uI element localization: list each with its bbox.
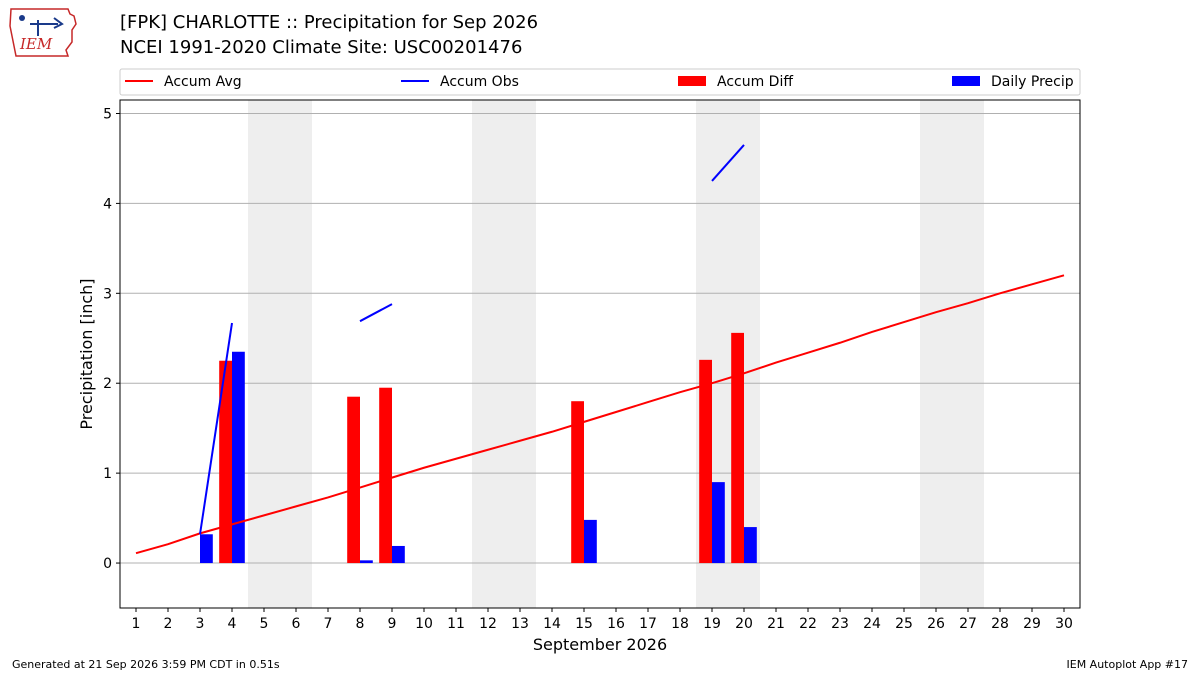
x-tick-label: 18 [671, 616, 689, 632]
daily-precip-bar [232, 351, 245, 564]
y-tick-label: 4 [103, 196, 112, 212]
x-tick-label: 23 [831, 616, 849, 632]
generated-timestamp: Generated at 21 Sep 2026 3:59 PM CDT in … [12, 658, 280, 671]
x-tick-label: 17 [639, 616, 657, 632]
accum-obs-line [199, 322, 233, 535]
x-tick-label: 22 [799, 616, 817, 632]
legend-label: Accum Obs [440, 74, 519, 90]
daily-precip-bar [584, 519, 597, 564]
legend-label: Accum Avg [164, 74, 242, 90]
y-tick-label: 1 [103, 466, 112, 482]
x-axis-label: September 2026 [533, 635, 667, 654]
daily-precip-bar [392, 545, 405, 564]
weekend-shade-day-6 [280, 100, 312, 608]
x-tick-label: 14 [543, 616, 561, 632]
iem-logo: IEM [9, 8, 77, 57]
x-tick-label: 19 [703, 616, 721, 632]
x-tick-label: 28 [991, 616, 1009, 632]
x-tick-label: 30 [1055, 616, 1073, 632]
accum-avg-line [135, 274, 1065, 555]
weekend-shade-day-5 [248, 100, 280, 608]
legend-frame [119, 68, 1081, 96]
accum-obs-line [711, 144, 745, 182]
legend-label: Accum Diff [717, 74, 793, 90]
accum-diff-bar [379, 387, 392, 564]
accum-obs-line [359, 303, 393, 323]
x-tick-label: 9 [388, 616, 397, 632]
daily-precip-bar [712, 482, 725, 564]
legend-swatch-3 [952, 76, 980, 86]
x-tick-label: 16 [607, 616, 625, 632]
y-tick-label: 0 [103, 556, 112, 572]
x-tick-label: 27 [959, 616, 977, 632]
wind-vane-icon [30, 17, 64, 36]
bars-layer [200, 332, 757, 564]
x-tick-label: 21 [767, 616, 785, 632]
app-credit: IEM Autoplot App #17 [1066, 658, 1189, 671]
accum-diff-bar [347, 396, 360, 564]
legend-swatch-2 [678, 76, 706, 86]
plot-frame [119, 99, 1081, 609]
x-tick-label: 29 [1023, 616, 1041, 632]
accum-diff-bar [219, 360, 232, 564]
sun-icon [19, 15, 25, 21]
weekend-shade-day-26 [920, 100, 952, 608]
x-tick-label: 4 [228, 616, 237, 632]
accum-diff-bar [731, 332, 744, 564]
x-tick-label: 12 [479, 616, 497, 632]
chart-title: [FPK] CHARLOTTE :: Precipitation for Sep… [120, 12, 539, 33]
x-tick-label: 1 [132, 616, 141, 632]
x-tick-label: 11 [447, 616, 465, 632]
weekend-shade-day-12 [472, 100, 504, 608]
weekend-shade-day-27 [952, 100, 984, 608]
x-tick-label: 20 [735, 616, 753, 632]
accum-diff-bar [699, 359, 712, 564]
iowa-state-outline [9, 8, 77, 57]
y-tick-label: 3 [103, 286, 112, 302]
lines-layer [135, 144, 1065, 555]
x-tick-label: 26 [927, 616, 945, 632]
weekend-shade-day-13 [504, 100, 536, 608]
logo-text: IEM [19, 35, 53, 53]
x-tick-label: 7 [324, 616, 333, 632]
x-tick-label: 6 [292, 616, 301, 632]
y-tick-label: 5 [103, 106, 112, 122]
x-tick-label: 13 [511, 616, 529, 632]
x-tick-label: 3 [196, 616, 205, 632]
x-tick-label: 8 [356, 616, 365, 632]
x-tick-label: 25 [895, 616, 913, 632]
y-tick-label: 2 [103, 376, 112, 392]
daily-precip-bar [200, 534, 213, 564]
daily-precip-bar [744, 527, 757, 564]
x-tick-label: 24 [863, 616, 881, 632]
x-tick-label: 15 [575, 616, 593, 632]
chart-subtitle: NCEI 1991-2020 Climate Site: USC00201476 [120, 37, 523, 58]
x-tick-label: 10 [415, 616, 433, 632]
legend-label: Daily Precip [991, 74, 1074, 90]
daily-precip-bar [360, 560, 373, 564]
x-tick-label: 5 [260, 616, 269, 632]
accum-diff-bar [571, 401, 584, 564]
legend: Accum Avg Accum Obs Accum Diff Daily Precip [119, 68, 1081, 96]
y-axis-label: Precipitation [inch] [77, 278, 96, 429]
gridlines-layer [120, 112, 1080, 564]
x-tick-label: 2 [164, 616, 173, 632]
